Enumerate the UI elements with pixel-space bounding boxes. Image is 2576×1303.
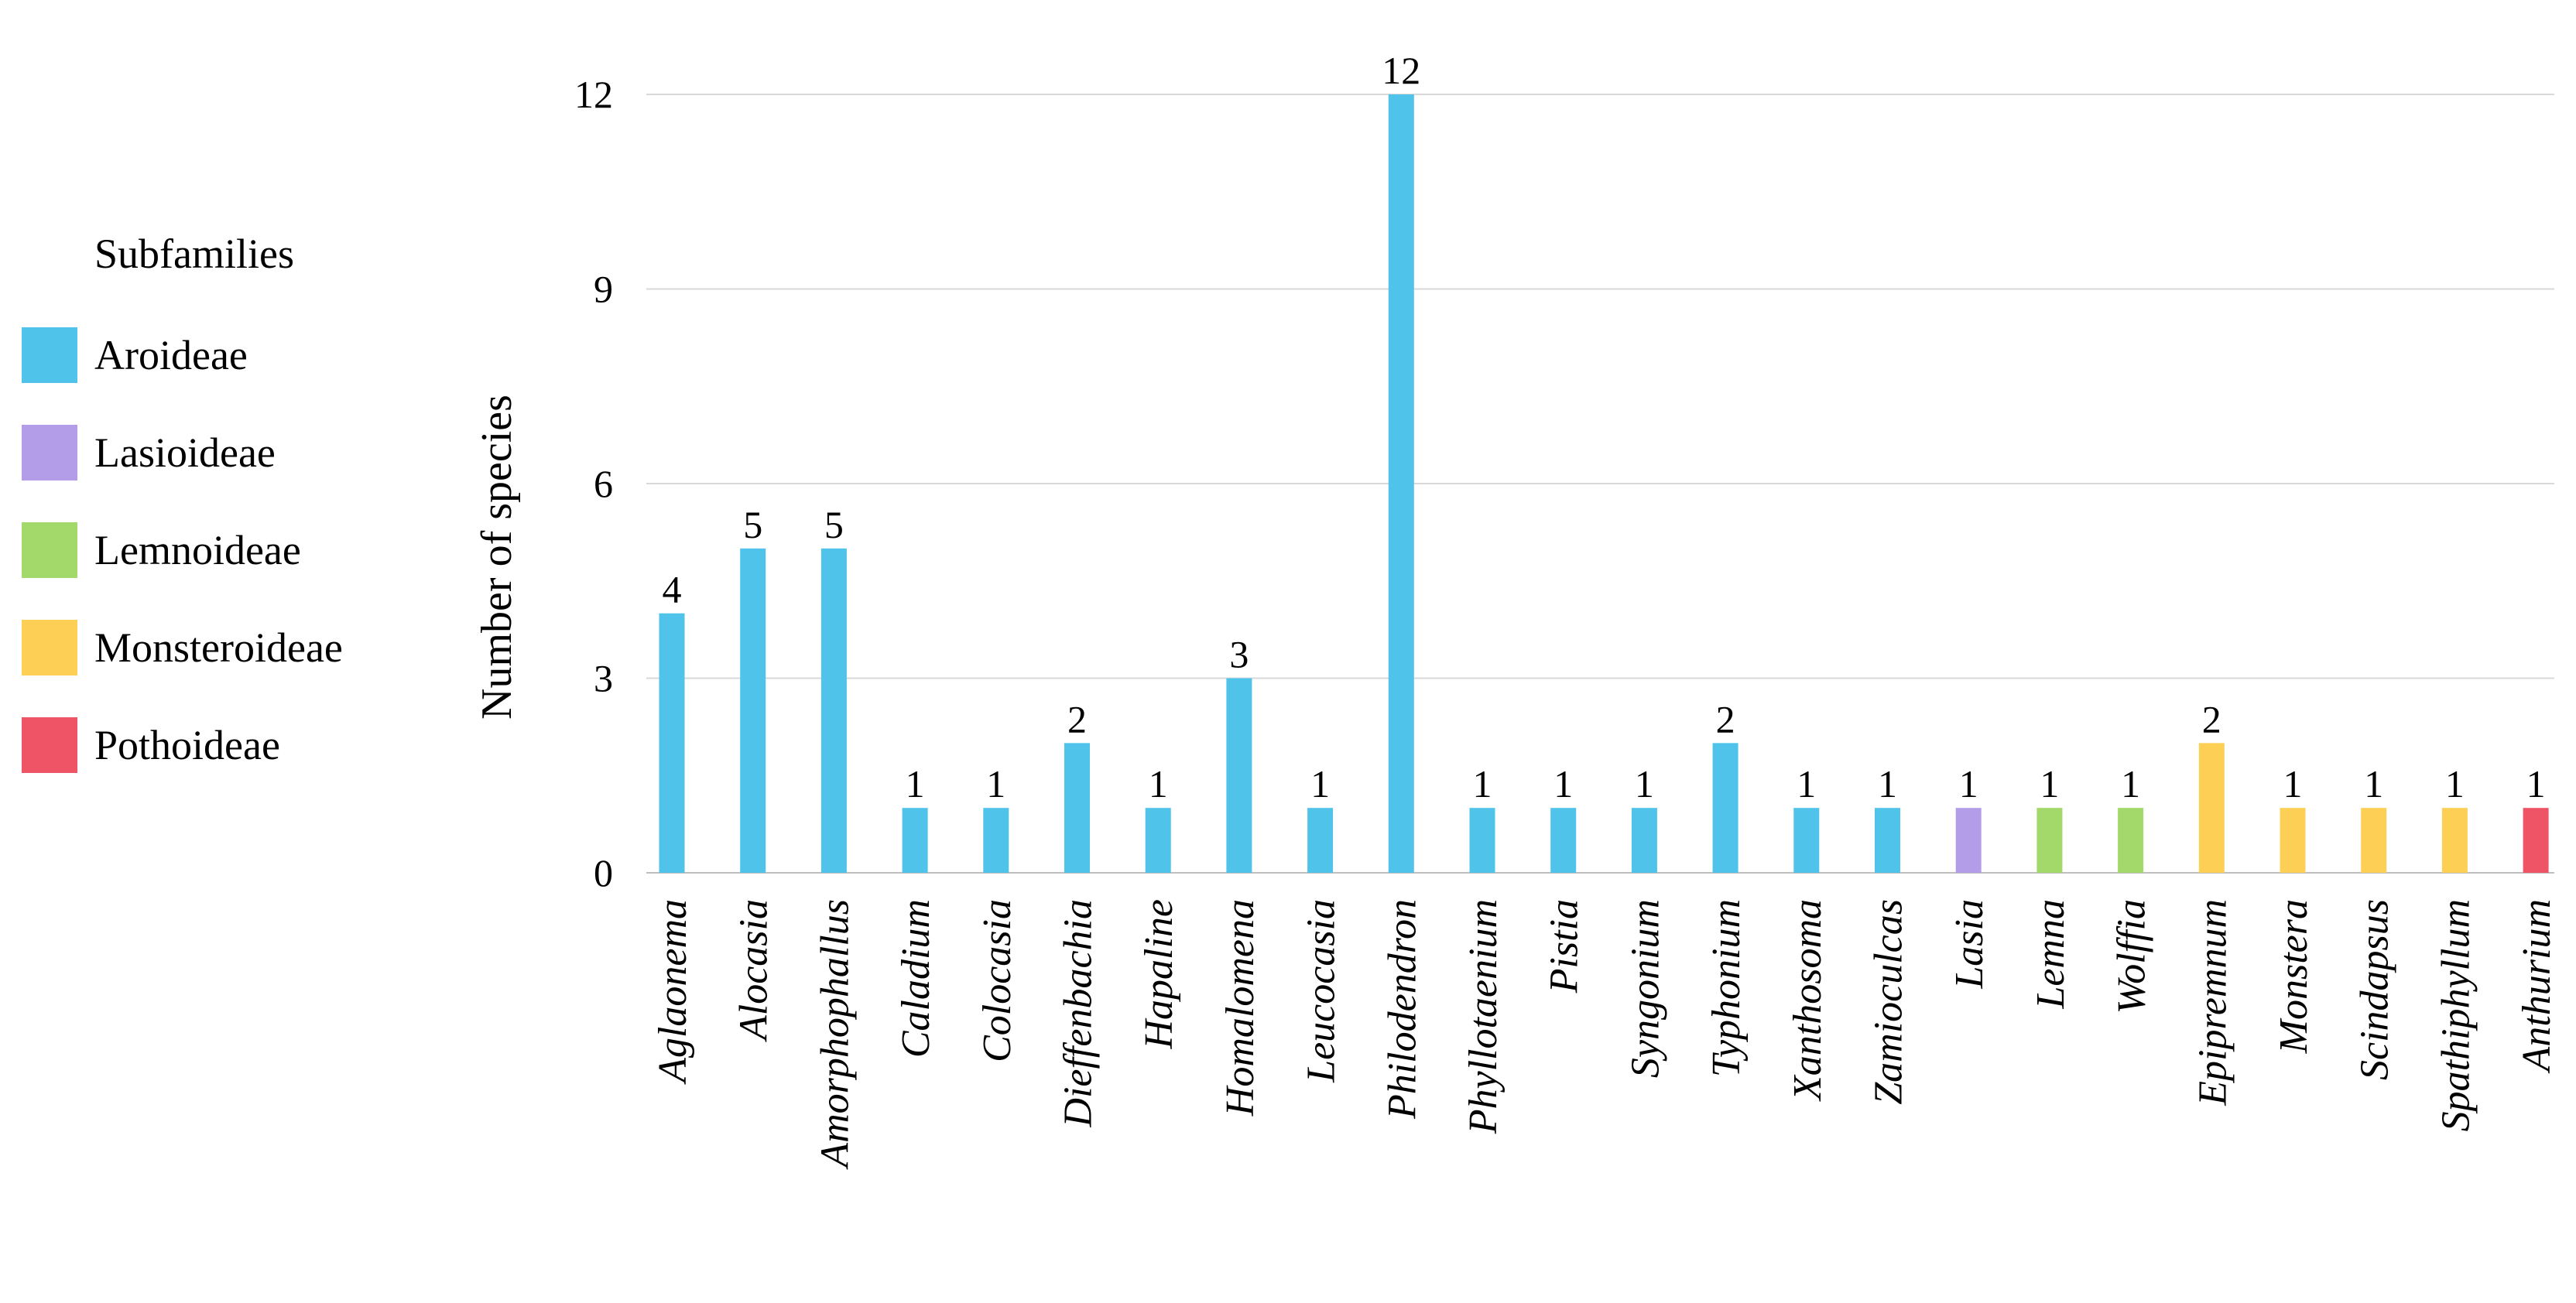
bar-monstera — [2280, 808, 2306, 873]
y-tick-label: 12 — [574, 73, 613, 116]
data-label-lasia: 1 — [1959, 762, 1978, 805]
bar-caladium — [902, 808, 928, 873]
data-label-typhonium: 2 — [1716, 697, 1735, 740]
x-tick-label-scindapsus: Scindapsus — [2353, 899, 2397, 1080]
bar-anthurium — [2523, 808, 2549, 873]
bar-alocasia — [740, 548, 766, 873]
data-label-colocasia: 1 — [986, 762, 1005, 805]
data-label-wolffia: 1 — [2121, 762, 2140, 805]
x-tick-label-wolffia: Wolffia — [2110, 899, 2154, 1014]
data-label-monstera: 1 — [2283, 762, 2303, 805]
x-tick-label-dieffenbachia: Dieffenbachia — [1057, 899, 1101, 1128]
x-tick-label-zamioculcas: Zamioculcas — [1867, 899, 1911, 1105]
bar-aglaonema — [659, 613, 685, 873]
y-tick-label: 3 — [594, 657, 613, 700]
bar-leucocasia — [1307, 808, 1334, 873]
bar-pistia — [1550, 808, 1577, 873]
bar-lasia — [1955, 808, 1982, 873]
data-label-aglaonema: 4 — [663, 568, 682, 611]
x-tick-label-homalomena: Homalomena — [1218, 899, 1262, 1117]
bar-phyllotaenium — [1469, 808, 1495, 873]
bar-wolffia — [2118, 808, 2144, 873]
x-tick-label-colocasia: Colocasia — [975, 899, 1019, 1062]
bar-colocasia — [983, 808, 1009, 873]
legend-swatch-aroideae — [22, 327, 77, 383]
bar-hapaline — [1145, 808, 1171, 873]
x-tick-label-phyllotaenium: Phyllotaenium — [1461, 899, 1506, 1134]
data-label-lemna: 1 — [2040, 762, 2059, 805]
legend-swatch-lemnoideae — [22, 522, 77, 578]
data-label-philodendron: 12 — [1382, 49, 1420, 92]
data-label-scindapsus: 1 — [2364, 762, 2383, 805]
legend-title: Subfamilies — [94, 231, 294, 277]
bar-philodendron — [1388, 94, 1414, 873]
data-label-phyllotaenium: 1 — [1473, 762, 1492, 805]
data-label-alocasia: 5 — [743, 503, 762, 546]
x-tick-label-typhonium: Typhonium — [1704, 899, 1749, 1077]
x-tick-label-hapaline: Hapaline — [1137, 899, 1181, 1050]
x-tick-label-leucocasia: Leucocasia — [1300, 899, 1344, 1083]
bar-spathiphyllum — [2441, 808, 2468, 873]
x-tick-label-aglaonema: Aglaonema — [651, 899, 695, 1085]
bar-typhonium — [1712, 743, 1738, 873]
x-tick-label-lemna: Lemna — [2029, 899, 2073, 1010]
bar-dieffenbachia — [1064, 743, 1090, 873]
x-tick-label-lasia: Lasia — [1947, 899, 1992, 990]
data-label-spathiphyllum: 1 — [2445, 762, 2465, 805]
x-tick-label-epipremnum: Epipremnum — [2191, 899, 2235, 1106]
legend-label-pothoideae: Pothoideae — [94, 722, 280, 768]
x-tick-label-amorphophallus: Amorphophallus — [813, 899, 857, 1170]
bar-lemna — [2036, 808, 2063, 873]
legend-label-lemnoideae: Lemnoideae — [94, 527, 301, 573]
data-label-xanthosoma: 1 — [1797, 762, 1816, 805]
bar-xanthosoma — [1793, 808, 1820, 873]
data-label-leucocasia: 1 — [1310, 762, 1330, 805]
x-tick-label-spathiphyllum: Spathiphyllum — [2434, 899, 2478, 1131]
x-tick-label-xanthosoma: Xanthosoma — [1786, 899, 1830, 1102]
x-tick-label-alocasia: Alocasia — [732, 899, 776, 1042]
y-tick-label: 0 — [594, 851, 613, 894]
legend-label-lasioideae: Lasioideae — [94, 429, 276, 476]
x-tick-label-philodendron: Philodendron — [1380, 899, 1424, 1120]
y-tick-label: 9 — [594, 268, 613, 311]
data-label-caladium: 1 — [906, 762, 925, 805]
x-tick-label-pistia: Pistia — [1543, 899, 1587, 993]
x-tick-label-caladium: Caladium — [894, 899, 938, 1058]
data-label-amorphophallus: 5 — [824, 503, 844, 546]
y-tick-label: 6 — [594, 462, 613, 505]
legend-swatch-monsteroideae — [22, 620, 77, 675]
legend-swatch-pothoideae — [22, 717, 77, 773]
data-label-anthurium: 1 — [2526, 762, 2546, 805]
x-tick-label-monstera: Monstera — [2272, 899, 2316, 1054]
bar-syngonium — [1631, 808, 1657, 873]
legend-swatch-lasioideae — [22, 425, 77, 481]
data-label-zamioculcas: 1 — [1878, 762, 1897, 805]
legend: Subfamilies Aroideae Lasioideae Lemnoideae… — [22, 231, 343, 773]
bar-homalomena — [1226, 678, 1252, 873]
bar-amorphophallus — [820, 548, 847, 873]
data-label-homalomena: 3 — [1229, 633, 1249, 676]
data-label-hapaline: 1 — [1149, 762, 1168, 805]
data-label-epipremnum: 2 — [2202, 697, 2221, 740]
bar-epipremnum — [2198, 743, 2225, 873]
x-tick-label-syngonium: Syngonium — [1623, 899, 1667, 1078]
y-axis-title: Number of species — [473, 395, 521, 720]
bar-scindapsus — [2361, 808, 2387, 873]
data-label-syngonium: 1 — [1635, 762, 1654, 805]
legend-label-monsteroideae: Monsteroideae — [94, 624, 343, 671]
bar-zamioculcas — [1875, 808, 1900, 873]
data-label-dieffenbachia: 2 — [1067, 697, 1087, 740]
x-tick-label-anthurium: Anthurium — [2515, 899, 2559, 1073]
data-label-pistia: 1 — [1553, 762, 1573, 805]
legend-label-aroideae: Aroideae — [94, 332, 248, 378]
